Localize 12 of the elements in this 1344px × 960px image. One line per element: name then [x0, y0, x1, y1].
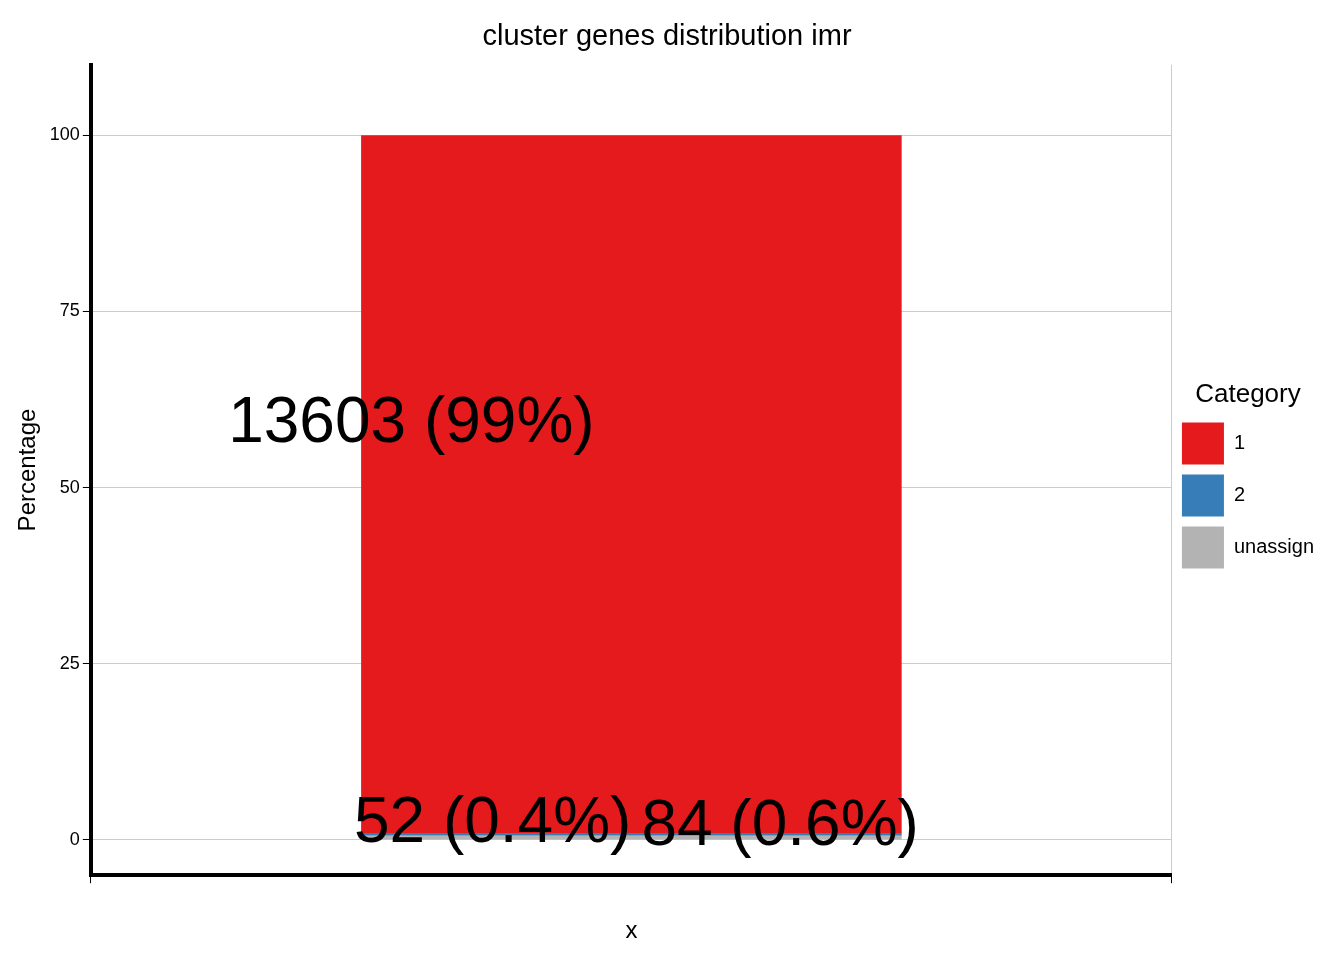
y-tick-label: 0 — [69, 828, 80, 849]
y-tick-label: 100 — [49, 124, 80, 145]
y-tick-label: 25 — [59, 652, 80, 673]
chart-title: cluster genes distribution imr — [482, 19, 852, 52]
legend-label: unassign — [1233, 535, 1314, 558]
y-tick-label: 50 — [59, 476, 80, 497]
x-axis-title: x — [625, 916, 638, 944]
y-tick-label: 75 — [59, 300, 80, 321]
legend-label: 1 — [1233, 431, 1246, 454]
legend-label: 2 — [1233, 483, 1246, 506]
y-axis-title: Percentage — [13, 408, 41, 532]
legend-title: Category — [1195, 377, 1301, 408]
